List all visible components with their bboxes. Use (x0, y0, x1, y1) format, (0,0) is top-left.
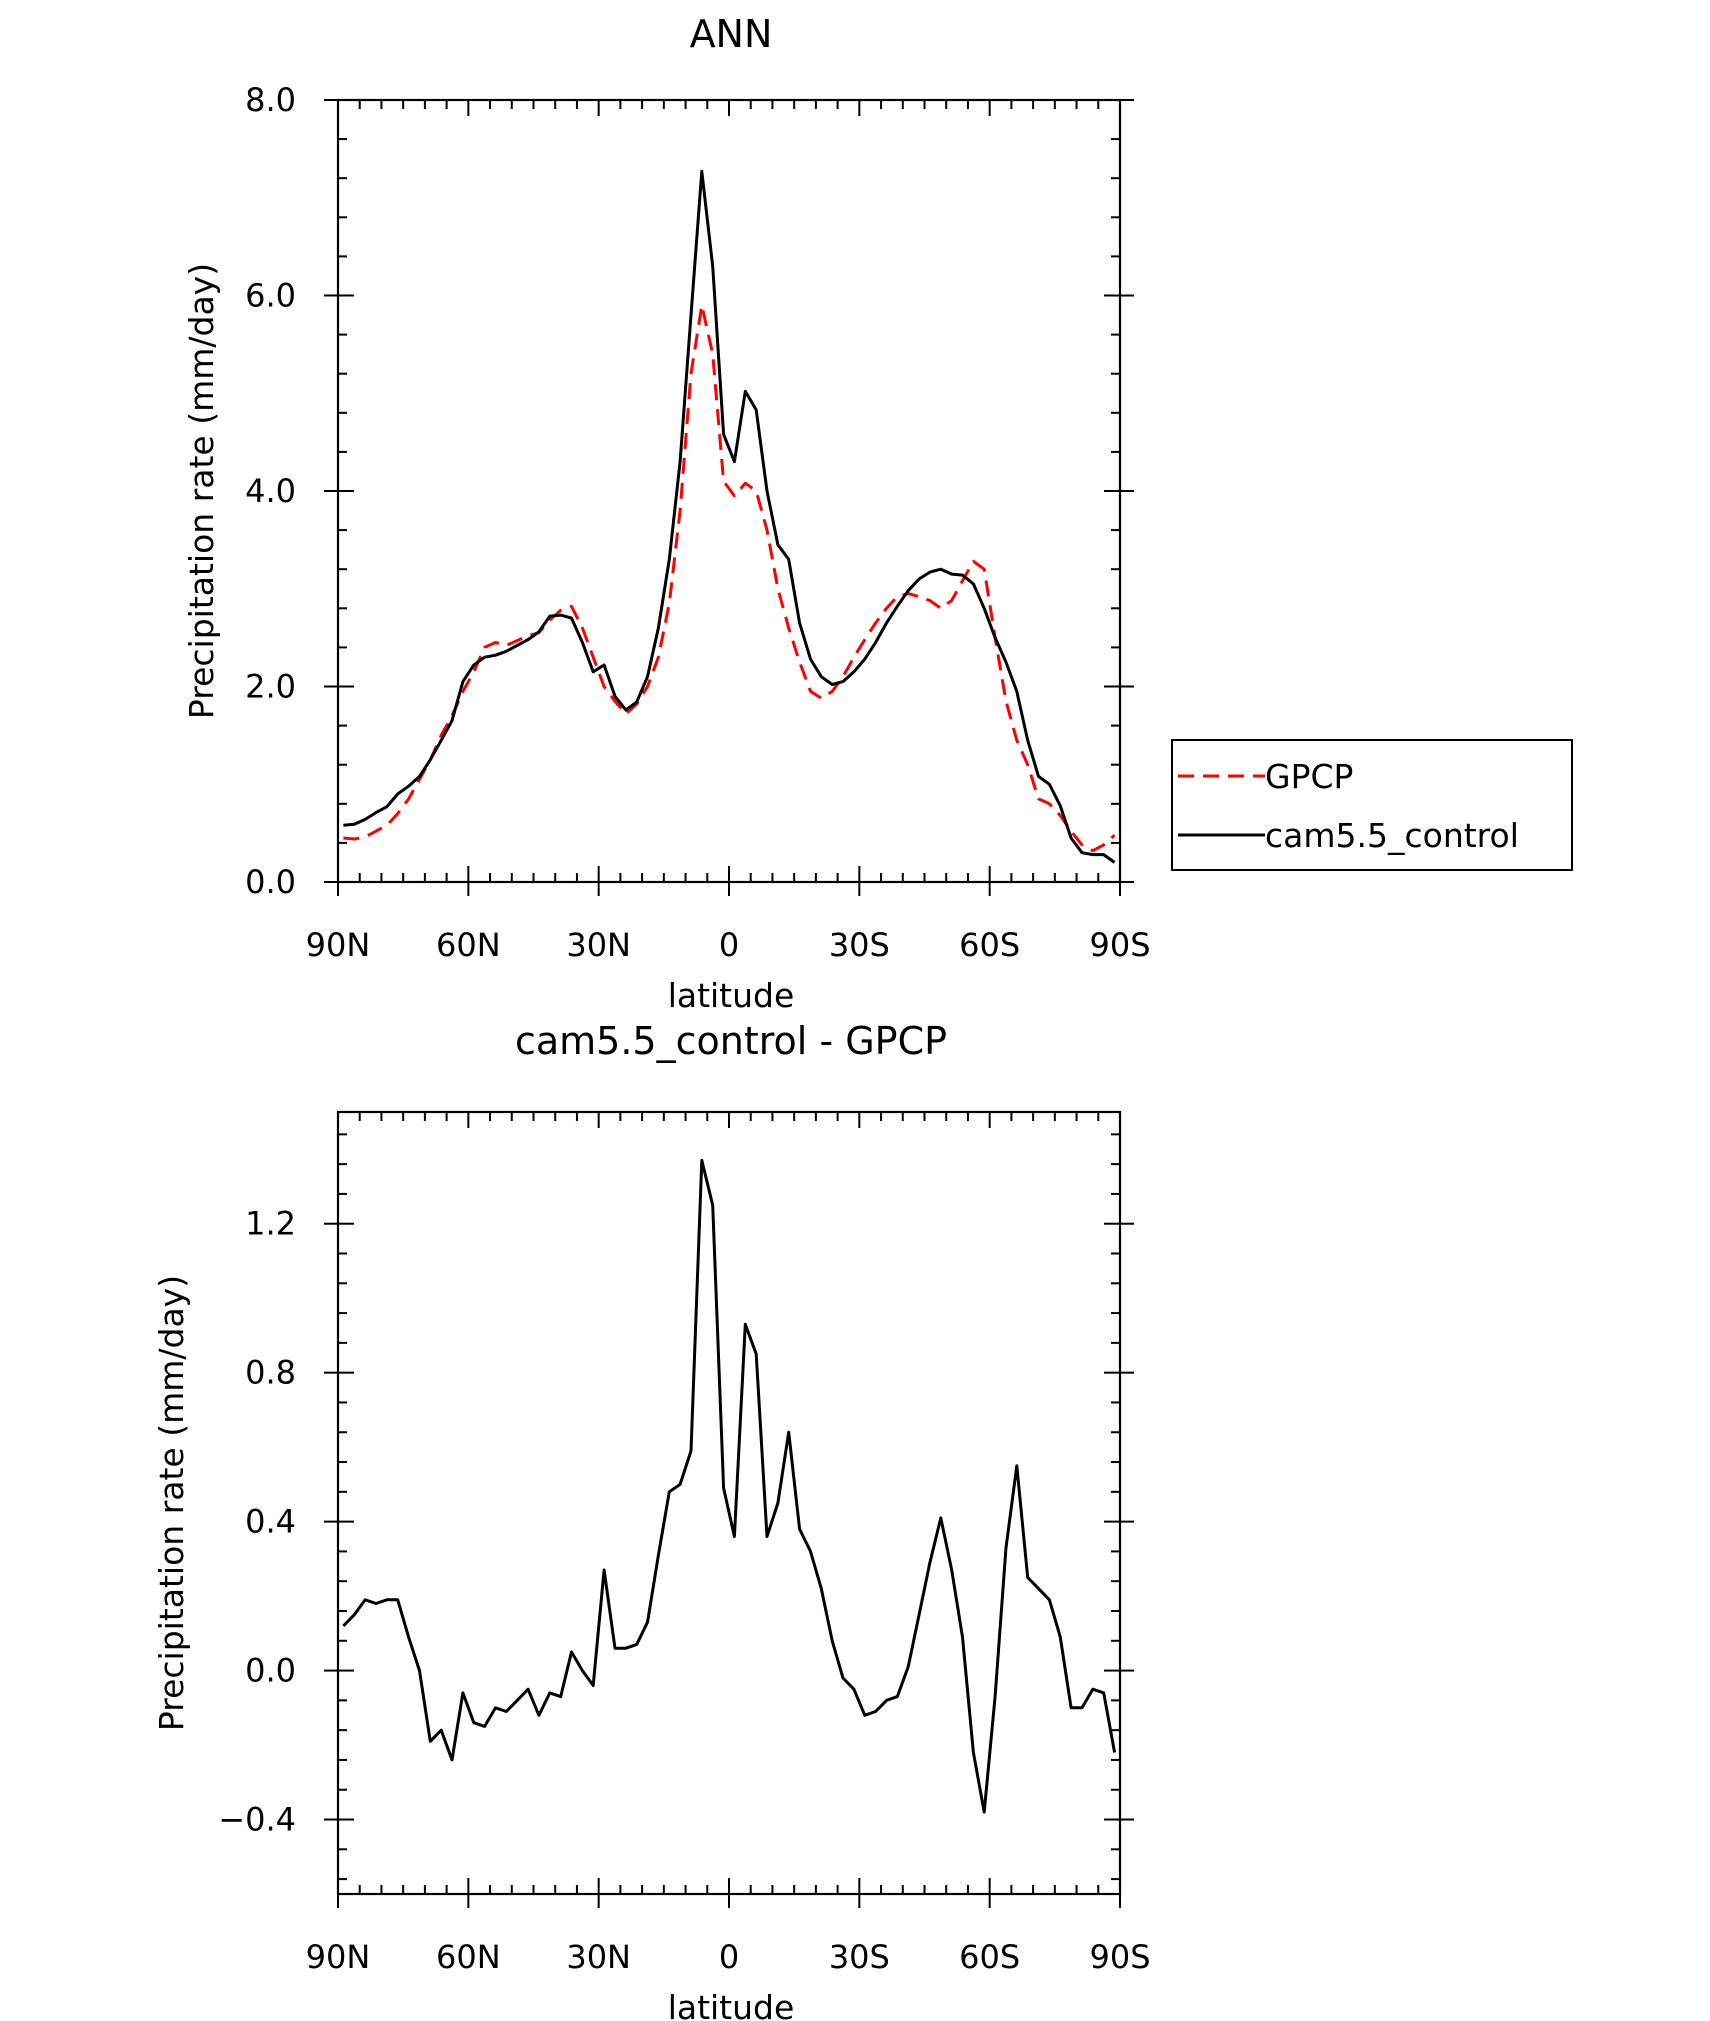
y-axis-label: Precipitation rate (mm/day) (182, 263, 221, 719)
y-tick-label: 0.0 (245, 1652, 296, 1690)
y-tick-label: 4.0 (245, 472, 296, 510)
x-axis-label: latitude (668, 1988, 795, 2021)
chart-title: ANN (690, 12, 773, 56)
x-tick-label: 90S (1089, 1938, 1150, 1976)
x-tick-label: 30N (566, 926, 631, 964)
y-tick-label: 2.0 (245, 668, 296, 706)
x-tick-label: 60S (959, 926, 1020, 964)
x-tick-label: 0 (719, 1938, 739, 1976)
x-tick-label: 30N (566, 1938, 631, 1976)
x-tick-label: 60N (436, 1938, 501, 1976)
x-tick-label: 30S (829, 1938, 890, 1976)
y-tick-label: 0.4 (245, 1503, 296, 1541)
legend-box (1171, 739, 1573, 871)
y-tick-label: 6.0 (245, 277, 296, 315)
legend-label: cam5.5_control (1265, 816, 1519, 855)
chart-panel-difference: 90N 60N 30N 0 30S 60S 90S −0.4 0.0 0.4 0.8 1.2 cam5.… (152, 1019, 1151, 2021)
y-axis-label: Precipitation rate (mm/day) (152, 1275, 191, 1731)
chart-panel-annual-mean: 90N 60N 30N 0 30S 60S 90S 0.0 2.0 4.0 6.0 8.0 ANN lat… (182, 12, 1151, 1015)
plot-frame (336, 1110, 1122, 1896)
series-line-gpcp (343, 303, 1116, 853)
legend: GPCP cam5.5_control (1171, 739, 1573, 871)
y-tick-label: 1.2 (245, 1205, 296, 1243)
x-tick-label: 90S (1089, 926, 1150, 964)
x-tick-label: 60S (959, 1938, 1020, 1976)
series-line-difference (342, 1158, 1117, 1814)
x-tick-label: 60N (436, 926, 501, 964)
x-axis-label: latitude (668, 976, 795, 1015)
x-tick-label: 30S (829, 926, 890, 964)
y-tick-label: 0.0 (245, 863, 296, 901)
x-tick-label: 90N (306, 926, 371, 964)
y-tick-label: −0.4 (218, 1801, 296, 1839)
x-tick-label: 0 (719, 926, 739, 964)
legend-label: GPCP (1265, 757, 1353, 796)
series-line-cam5-5-control (343, 169, 1116, 864)
x-tick-label: 90N (306, 1938, 371, 1976)
y-tick-label: 0.8 (245, 1354, 296, 1392)
y-tick-label: 8.0 (245, 81, 296, 119)
chart-title: cam5.5_control - GPCP (515, 1019, 947, 1063)
